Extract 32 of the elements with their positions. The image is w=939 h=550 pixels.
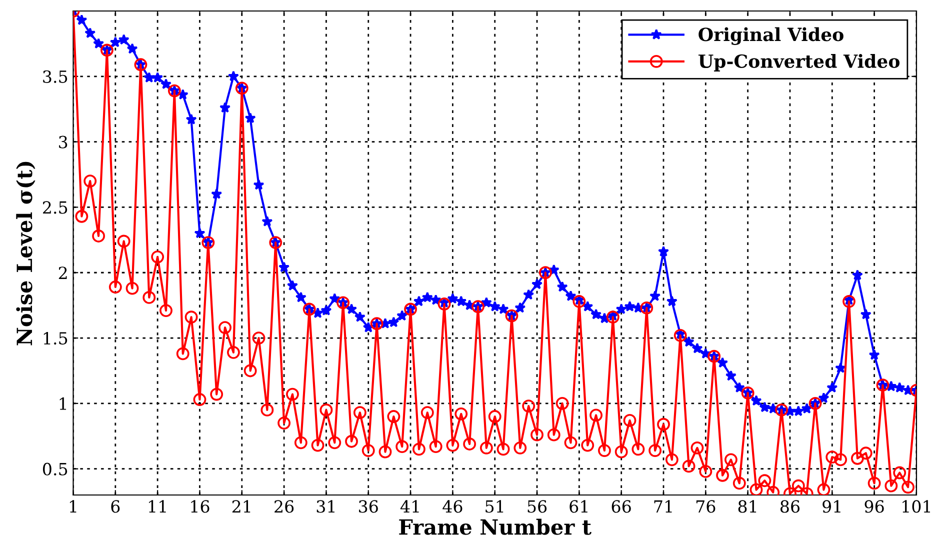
legend-label: Original Video [698, 27, 844, 45]
x-axis-title: Frame Number t [399, 518, 592, 535]
x-tick-label: 46 [442, 500, 462, 513]
x-tick-label: 21 [232, 500, 250, 513]
x-tick-label: 61 [570, 500, 588, 513]
y-tick-label: 2 [58, 266, 67, 279]
y-axis-title: Noise Level σ(t) [16, 162, 36, 346]
x-tick-label: 56 [528, 500, 547, 513]
x-tick-label: 26 [274, 500, 294, 513]
x-tick-label: 31 [316, 500, 334, 513]
x-tick-label: 16 [191, 500, 210, 513]
x-tick-label: 66 [612, 500, 631, 513]
x-tick-label: 11 [148, 500, 166, 513]
y-tick-label: 3 [59, 136, 68, 148]
y-tick-label: 1.5 [44, 332, 68, 345]
x-tick-label: 71 [654, 500, 672, 513]
x-tick-label: 51 [486, 500, 504, 513]
x-tick-label: 81 [738, 500, 756, 513]
legend-label: Up-Converted Video [698, 54, 900, 72]
x-tick-label: 91 [822, 500, 840, 513]
x-tick-label: 76 [696, 500, 716, 513]
x-tick-label: 36 [359, 500, 378, 513]
x-tick-label: 101 [902, 500, 930, 513]
x-tick-label: 41 [400, 500, 419, 513]
x-tick-label: 86 [780, 500, 800, 513]
y-tick-label: 2.5 [43, 201, 68, 214]
y-tick-label: 3.5 [43, 70, 68, 83]
y-tick-label: 0.5 [42, 462, 68, 476]
x-tick-label: 1 [70, 500, 76, 513]
y-tick-label: 1 [60, 397, 66, 410]
x-tick-label: 96 [864, 500, 884, 513]
x-tick-label: 6 [111, 500, 120, 513]
